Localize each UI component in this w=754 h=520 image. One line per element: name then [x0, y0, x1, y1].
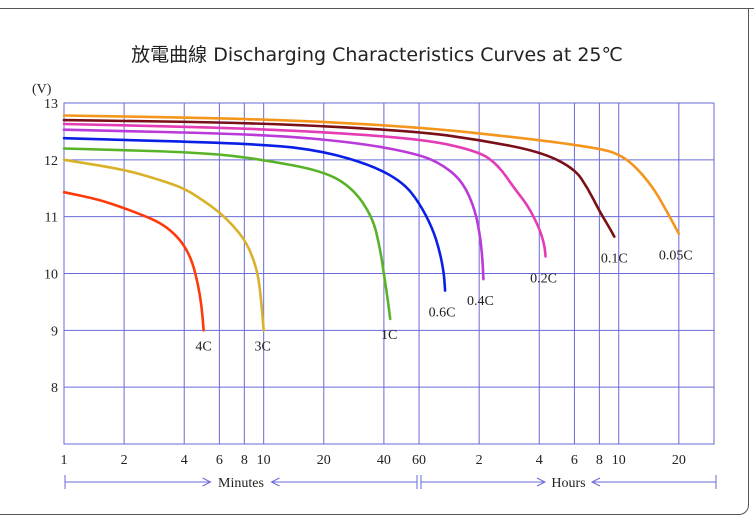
x-tick-label: 1 [61, 453, 68, 468]
curve-label-0.1C: 0.1C [601, 252, 628, 267]
curve-label-4C: 4C [195, 339, 211, 354]
x-tick-label: 4 [181, 453, 188, 468]
frame-top-border [0, 8, 754, 9]
y-tick-label: 11 [45, 211, 58, 226]
hours-range-left-arrowhead [590, 477, 601, 487]
curve-1C [62, 147, 392, 321]
y-tick-label: 12 [44, 154, 58, 169]
chart-title: 放電曲線 Discharging Characteristics Curves … [131, 44, 623, 66]
curve-label-0.05C: 0.05C [659, 249, 693, 264]
curve-label-3C: 3C [255, 339, 271, 354]
x-tick-label: 20 [672, 453, 686, 468]
x-tick-label: 60 [412, 453, 426, 468]
chart-frame [0, 8, 749, 515]
curve-0.6C [62, 136, 447, 292]
x-tick-label: 8 [596, 453, 603, 468]
curve-0.2C [62, 122, 547, 258]
curve-0.4C [62, 128, 485, 281]
hours-range-label: Hours [551, 476, 585, 491]
minutes-range-right-arrowhead [202, 477, 212, 487]
y-axis-label: (V) [32, 82, 52, 97]
curve-3C [62, 158, 265, 332]
curve-4C [62, 190, 205, 332]
y-tick-label: 9 [51, 324, 58, 339]
x-tick-label: 10 [257, 453, 271, 468]
y-tick-label: 10 [44, 268, 58, 283]
curve-0.05C [62, 114, 681, 235]
minutes-range-label: Minutes [218, 476, 264, 491]
x-tick-label: 20 [317, 453, 331, 468]
y-tick-label: 8 [51, 381, 58, 396]
curve-label-0.6C: 0.6C [429, 306, 456, 321]
x-tick-label: 2 [121, 453, 128, 468]
x-tick-label: 8 [241, 453, 248, 468]
minutes-range-left-arrowhead [270, 477, 280, 487]
x-tick-label: 6 [571, 453, 578, 468]
y-tick-label: 13 [44, 97, 58, 112]
x-tick-label: 40 [377, 453, 391, 468]
x-tick-label: 2 [476, 453, 483, 468]
curve-label-1C: 1C [381, 328, 397, 343]
x-tick-label: 10 [612, 453, 626, 468]
curve-label-0.2C: 0.2C [530, 271, 557, 286]
hours-range-right-arrowhead [536, 477, 547, 487]
curve-0.1C [62, 118, 616, 238]
curve-label-0.4C: 0.4C [467, 294, 494, 309]
x-tick-label: 6 [216, 453, 223, 468]
x-tick-label: 4 [536, 453, 543, 468]
